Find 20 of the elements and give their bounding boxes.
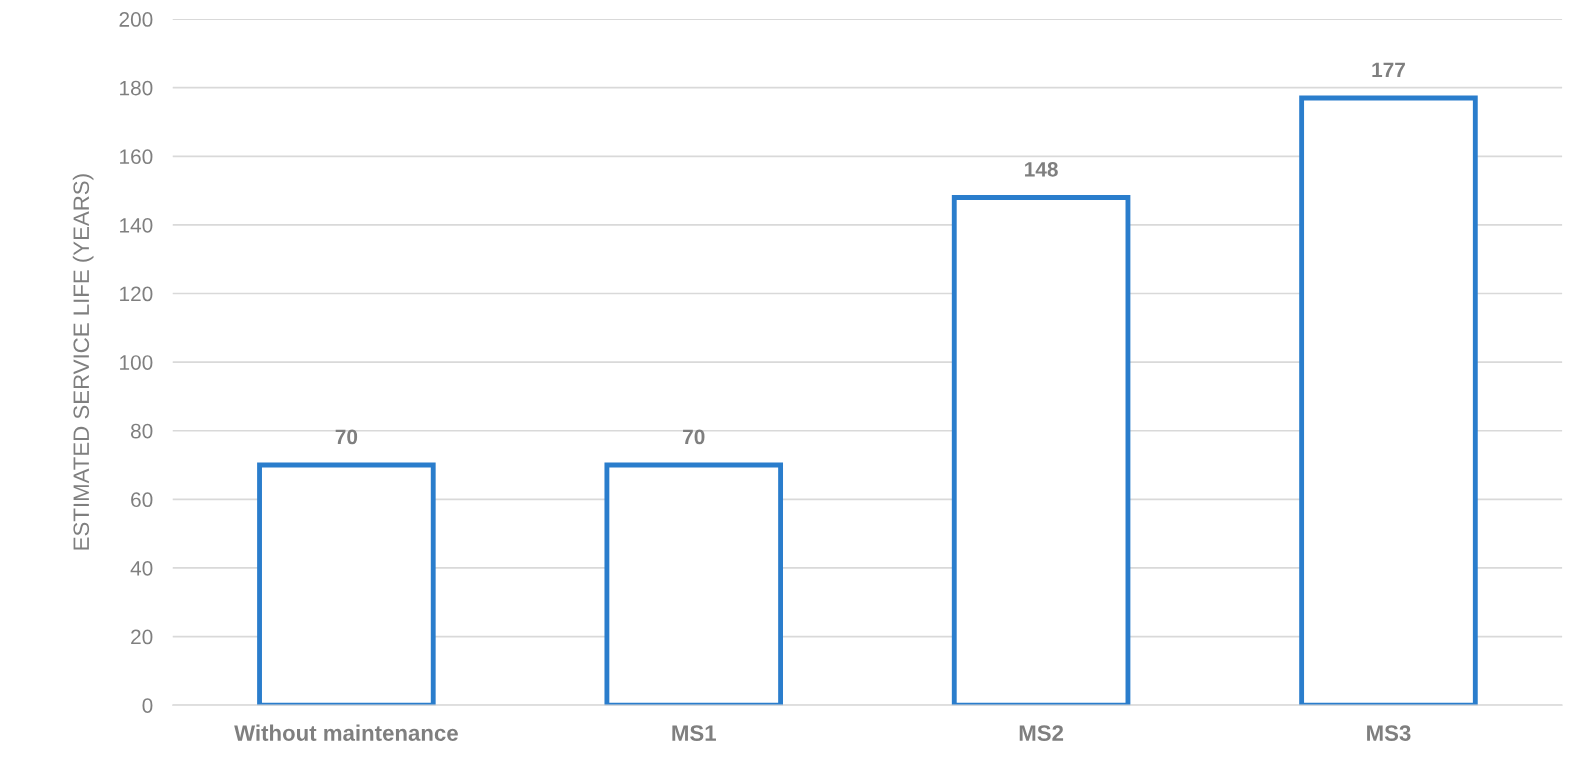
y-tick-label: 160	[120, 149, 153, 165]
data-label: 70	[335, 429, 358, 445]
y-tick-label: 60	[131, 492, 153, 508]
y-tick-label: 0	[142, 698, 153, 713]
y-tick-label: 80	[130, 423, 153, 439]
x-tick-label: Without maintenance	[234, 724, 458, 741]
y-tick-label: 140	[120, 217, 153, 233]
y-tick-label: 100	[120, 355, 153, 370]
y-tick-label: 120	[120, 286, 153, 302]
x-tick-label: MS1	[672, 725, 716, 741]
x-tick-label: MS2	[1019, 725, 1064, 741]
y-tick-label: 40	[130, 560, 153, 576]
y-tick-label: 20	[131, 629, 153, 645]
data-label: 177	[1372, 62, 1405, 78]
y-axis-title: ESTIMATED SERVICE LIFE (YEARS)	[72, 174, 94, 550]
data-label: 148	[1025, 161, 1058, 177]
y-tick-label: 200	[119, 12, 153, 27]
x-tick-label: MS3	[1367, 725, 1411, 741]
y-tick-label: 180	[120, 80, 153, 96]
data-label: 70	[683, 429, 705, 445]
